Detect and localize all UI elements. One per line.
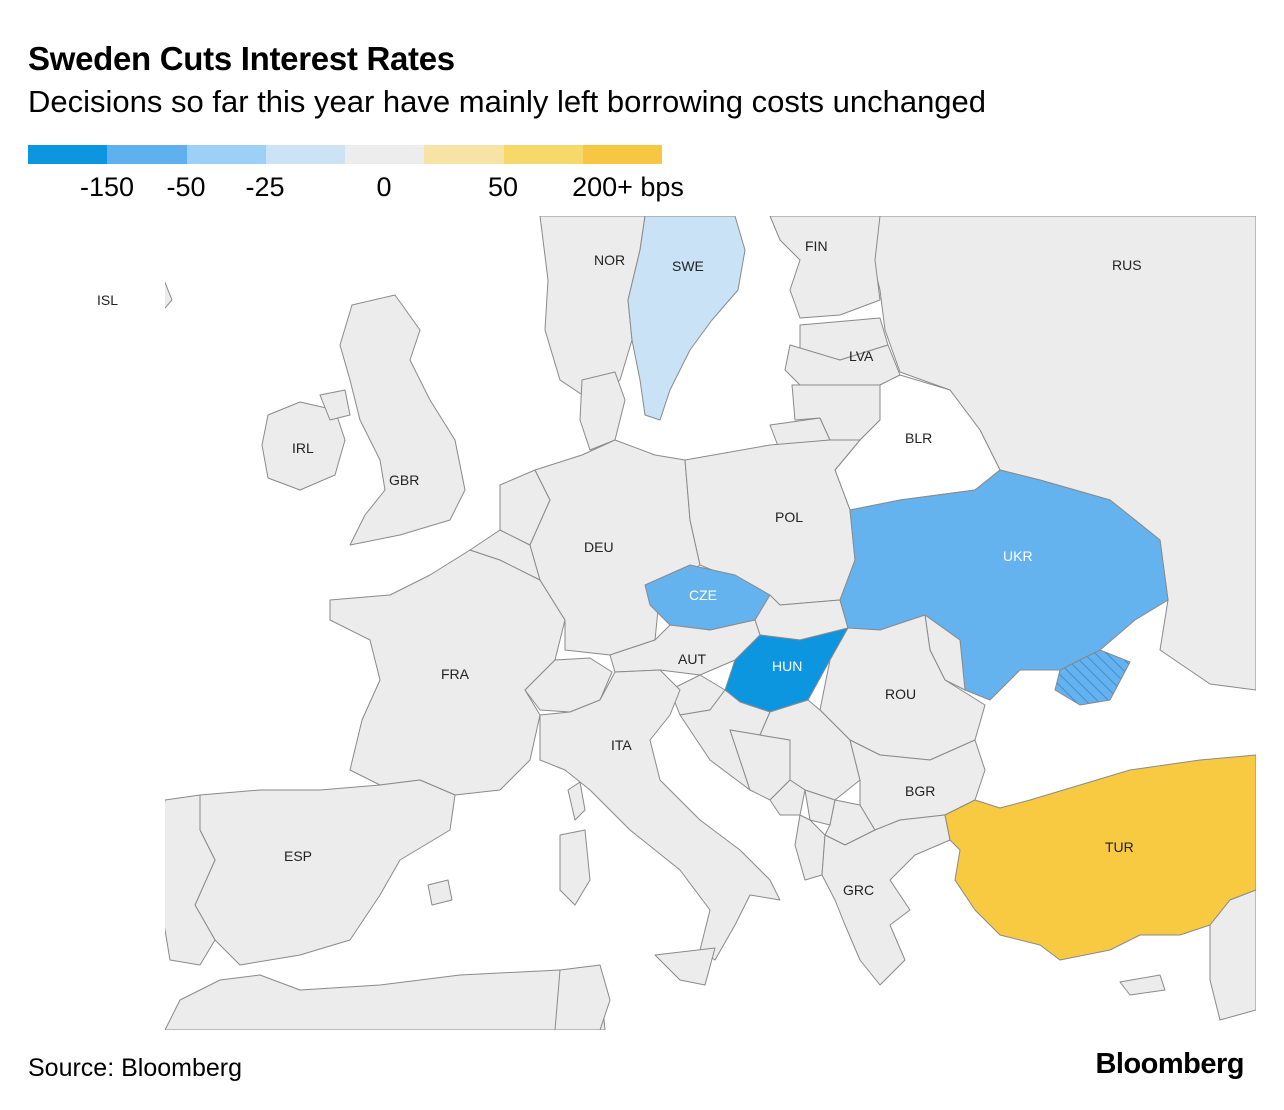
chart-subtitle: Decisions so far this year have mainly l…: [28, 84, 987, 119]
label-cze: CZE: [689, 587, 717, 603]
label-irl: IRL: [292, 440, 314, 456]
country-fin: [769, 216, 881, 319]
source-note: Source: Bloomberg: [28, 1054, 243, 1082]
country-che: [524, 657, 613, 713]
color-legend: -150 -50 -25 0 50 200+ bps: [28, 145, 684, 202]
country-esp: [194, 779, 456, 966]
legend-swatch: [503, 145, 583, 164]
label-esp: ESP: [284, 848, 312, 864]
legend-color-bar: [28, 145, 662, 164]
country-north-africa: [165, 969, 606, 1030]
legend-label: 50: [487, 172, 519, 202]
country-grc: [821, 814, 951, 986]
island-balearic: [427, 879, 453, 906]
country-alb: [794, 814, 826, 881]
country-tur: [944, 754, 1256, 961]
country-gbr: [339, 294, 466, 546]
chart-title: Sweden Cuts Interest Rates: [28, 40, 455, 77]
country-irl: [261, 401, 346, 491]
label-grc: GRC: [843, 882, 874, 898]
label-ukr: UKR: [1003, 548, 1033, 564]
legend-swatch: [28, 145, 108, 164]
legend-labels: -150 -50 -25 0 50 200+ bps: [28, 172, 684, 202]
country-dnk: [579, 371, 626, 451]
country-labels: ISL NOR SWE FIN RUS LVA BLR IRL GBR POL …: [97, 238, 1142, 898]
country-ita: [539, 669, 781, 961]
label-lva: LVA: [849, 348, 874, 364]
legend-label: 200+ bps: [572, 172, 684, 202]
label-bgr: BGR: [905, 783, 935, 799]
label-ita: ITA: [611, 737, 632, 753]
label-isl: ISL: [97, 292, 118, 308]
country-cyp: [1119, 974, 1166, 996]
bloomberg-logo: Bloomberg: [1095, 1048, 1244, 1080]
label-fin: FIN: [805, 238, 828, 254]
island-sardinia: [559, 829, 591, 906]
country-tun: [554, 964, 611, 1030]
country-gbr-ni: [319, 389, 351, 421]
country-swe: [627, 216, 746, 421]
legend-swatch: [582, 145, 662, 164]
country-prt: [165, 794, 216, 966]
legend-swatch: [265, 145, 345, 164]
label-swe: SWE: [672, 258, 704, 274]
legend-swatch: [107, 145, 187, 164]
legend-label: -25: [245, 172, 285, 202]
island-corsica: [567, 781, 586, 821]
label-rou: ROU: [885, 686, 916, 702]
label-aut: AUT: [678, 651, 706, 667]
region-crimea: [1054, 649, 1131, 706]
label-pol: POL: [775, 509, 803, 525]
country-mne: [769, 779, 806, 816]
label-deu: DEU: [584, 539, 614, 555]
label-nor: NOR: [594, 252, 625, 268]
label-rus: RUS: [1112, 257, 1142, 273]
label-gbr: GBR: [389, 472, 419, 488]
label-fra: FRA: [441, 666, 470, 682]
label-blr: BLR: [905, 430, 932, 446]
legend-label: -50: [166, 172, 206, 202]
legend-swatch: [186, 145, 266, 164]
country-syr: [1209, 889, 1256, 1021]
island-sicily: [654, 947, 716, 986]
legend-label: -150: [79, 172, 135, 202]
legend-swatch: [424, 145, 504, 164]
legend-swatch: [345, 145, 425, 164]
country-isl: [165, 281, 173, 309]
label-hun: HUN: [772, 658, 802, 674]
label-tur: TUR: [1105, 839, 1134, 855]
legend-label: 0: [376, 172, 392, 202]
